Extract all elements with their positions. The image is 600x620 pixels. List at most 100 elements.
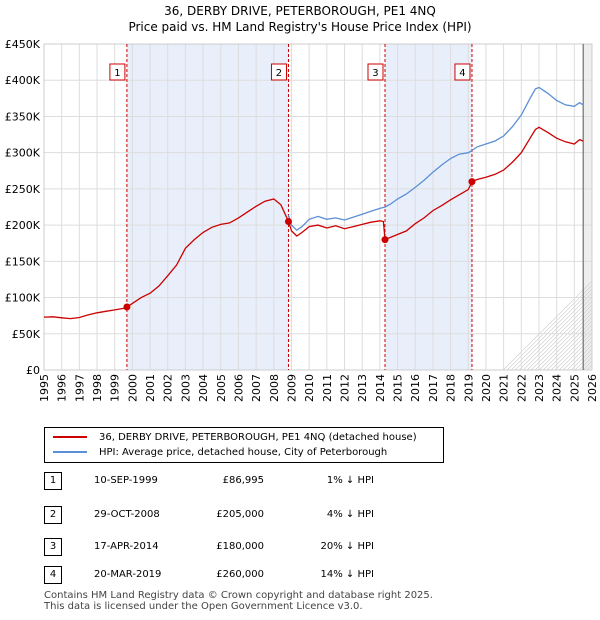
chart-subtitle: Price paid vs. HM Land Registry's House … bbox=[128, 20, 471, 34]
sale-label: 2 bbox=[276, 68, 282, 79]
forecast-hatch bbox=[518, 288, 600, 371]
x-tick-label: 2010 bbox=[303, 374, 316, 402]
x-tick-label: 2015 bbox=[392, 374, 405, 402]
legend-item-property: 36, DERBY DRIVE, PETERBOROUGH, PE1 4NQ (… bbox=[53, 431, 417, 445]
x-tick-label: 2011 bbox=[321, 374, 334, 402]
sale-row: 3 17-APR-2014 £180,000 20% ↓ HPI bbox=[44, 538, 444, 556]
sale-label-box bbox=[109, 63, 126, 81]
sale-hpi-diff: 4% ↓ HPI bbox=[326, 509, 374, 520]
y-tick-label: £400K bbox=[5, 74, 41, 87]
sale-number-badge: 2 bbox=[44, 506, 62, 524]
sale-point bbox=[123, 303, 131, 311]
shaded-period bbox=[126, 44, 289, 370]
legend-label-property: 36, DERBY DRIVE, PETERBOROUGH, PE1 4NQ (… bbox=[99, 432, 417, 443]
sale-label: 4 bbox=[459, 68, 465, 79]
sale-row: 2 29-OCT-2008 £205,000 4% ↓ HPI bbox=[44, 506, 444, 524]
x-tick-label: 2020 bbox=[480, 374, 493, 402]
legend-line-red bbox=[53, 436, 87, 438]
sale-point bbox=[468, 178, 476, 186]
x-tick-label: 2007 bbox=[250, 374, 263, 402]
x-tick-label: 2000 bbox=[126, 374, 139, 402]
sale-number-badge: 4 bbox=[44, 566, 62, 584]
sale-number-badge: 3 bbox=[44, 538, 62, 556]
x-tick-label: 2019 bbox=[462, 374, 475, 402]
forecast-hatch bbox=[510, 280, 600, 371]
sale-price: £260,000 bbox=[216, 569, 264, 580]
sale-row: 1 10-SEP-1999 £86,995 1% ↓ HPI bbox=[44, 472, 444, 490]
y-tick-label: £100K bbox=[5, 292, 41, 305]
forecast-region bbox=[583, 44, 592, 370]
sale-date: 10-SEP-1999 bbox=[94, 475, 158, 486]
legend: 36, DERBY DRIVE, PETERBOROUGH, PE1 4NQ (… bbox=[44, 427, 444, 463]
footer: Contains HM Land Registry data © Crown c… bbox=[44, 590, 433, 612]
x-tick-label: 1998 bbox=[91, 374, 104, 402]
x-tick-label: 2022 bbox=[515, 374, 528, 402]
hpi-line bbox=[287, 86, 584, 232]
forecast-hatch bbox=[514, 284, 600, 371]
legend-label-hpi: HPI: Average price, detached house, City… bbox=[99, 447, 388, 458]
legend-item-hpi: HPI: Average price, detached house, City… bbox=[53, 446, 387, 460]
sale-label-box bbox=[367, 63, 384, 81]
y-tick-label: £50K bbox=[12, 328, 41, 341]
forecast-hatch bbox=[526, 296, 600, 371]
x-tick-label: 2024 bbox=[551, 374, 564, 402]
sale-hpi-diff: 1% ↓ HPI bbox=[326, 475, 374, 486]
x-tick-label: 1999 bbox=[109, 374, 122, 402]
x-tick-label: 2014 bbox=[374, 374, 387, 402]
x-tick-label: 2002 bbox=[162, 374, 175, 402]
sale-label: 3 bbox=[372, 68, 378, 79]
x-tick-label: 2005 bbox=[215, 374, 228, 402]
x-tick-label: 2001 bbox=[144, 374, 157, 402]
sale-date: 29-OCT-2008 bbox=[94, 509, 160, 520]
sale-hpi-diff: 20% ↓ HPI bbox=[320, 541, 374, 552]
shaded-period bbox=[384, 44, 472, 370]
sale-point bbox=[284, 217, 292, 225]
x-tick-label: 2009 bbox=[285, 374, 298, 402]
footer-licence: This data is licensed under the Open Gov… bbox=[44, 601, 363, 612]
sale-row: 4 20-MAR-2019 £260,000 14% ↓ HPI bbox=[44, 566, 444, 584]
sale-point bbox=[381, 236, 389, 244]
x-tick-label: 1997 bbox=[73, 374, 86, 402]
sale-label-box bbox=[270, 63, 287, 81]
x-tick-label: 2004 bbox=[197, 374, 210, 402]
x-tick-label: 2006 bbox=[232, 374, 245, 402]
x-tick-label: 2017 bbox=[427, 374, 440, 402]
x-tick-label: 2025 bbox=[568, 374, 581, 402]
chart-title: 36, DERBY DRIVE, PETERBOROUGH, PE1 4NQ bbox=[164, 4, 436, 18]
forecast-hatch bbox=[506, 276, 600, 371]
footer-copyright: Contains HM Land Registry data © Crown c… bbox=[44, 590, 433, 601]
x-tick-label: 2023 bbox=[533, 374, 546, 402]
x-tick-label: 1995 bbox=[38, 374, 51, 402]
x-tick-label: 1996 bbox=[56, 374, 69, 402]
forecast-hatch bbox=[502, 272, 600, 371]
hatch-mask bbox=[592, 43, 600, 371]
price-chart: 36, DERBY DRIVE, PETERBOROUGH, PE1 4NQ P… bbox=[5, 4, 600, 402]
sale-number-badge: 1 bbox=[44, 472, 62, 490]
sale-date: 17-APR-2014 bbox=[94, 541, 159, 552]
forecast-hatch bbox=[522, 292, 600, 371]
x-tick-label: 2018 bbox=[445, 374, 458, 402]
sale-price: £205,000 bbox=[216, 509, 264, 520]
x-tick-label: 2021 bbox=[498, 374, 511, 402]
y-tick-label: £200K bbox=[5, 219, 41, 232]
x-tick-label: 2013 bbox=[356, 374, 369, 402]
sale-price: £86,995 bbox=[222, 475, 264, 486]
y-tick-label: £0 bbox=[26, 364, 40, 377]
sale-label-box bbox=[454, 63, 471, 81]
x-tick-label: 2008 bbox=[268, 374, 281, 402]
forecast-hatch bbox=[530, 300, 600, 371]
y-tick-label: £300K bbox=[5, 147, 41, 160]
y-tick-label: £250K bbox=[5, 183, 41, 196]
y-tick-label: £350K bbox=[5, 110, 41, 123]
forecast-hatch bbox=[534, 304, 600, 371]
sale-date: 20-MAR-2019 bbox=[94, 569, 162, 580]
legend-line-blue bbox=[53, 451, 87, 453]
sale-label: 1 bbox=[114, 68, 120, 79]
plot-area bbox=[43, 43, 593, 371]
x-tick-label: 2003 bbox=[179, 374, 192, 402]
x-tick-label: 2012 bbox=[339, 374, 352, 402]
x-tick-label: 2026 bbox=[586, 374, 599, 402]
y-tick-label: £450K bbox=[5, 38, 41, 51]
property-price-line bbox=[43, 126, 584, 320]
y-tick-label: £150K bbox=[5, 255, 41, 268]
